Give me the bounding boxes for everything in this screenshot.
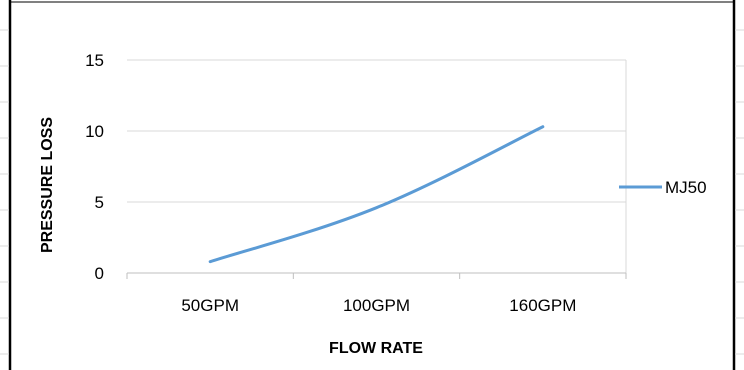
- x-tick-label: 50GPM: [181, 296, 239, 315]
- y-tick-labels: 0 5 10 15: [85, 51, 104, 283]
- x-tick-labels: 50GPM 100GPM 160GPM: [181, 296, 576, 315]
- gridlines: [127, 59, 627, 273]
- legend-label: MJ50: [665, 178, 707, 197]
- x-tick-label: 160GPM: [509, 296, 576, 315]
- y-tick-label: 0: [95, 264, 104, 283]
- axes: [126, 272, 627, 279]
- legend: MJ50: [619, 178, 707, 197]
- y-tick-label: 15: [85, 51, 104, 70]
- sheet-cell-lines: [0, 29, 744, 355]
- series-lines: [208, 125, 545, 264]
- y-axis-title: PRESSURE LOSS: [39, 117, 56, 253]
- x-tick-label: 100GPM: [343, 296, 410, 315]
- y-tick-label: 10: [85, 122, 104, 141]
- chart-frame: [8, 0, 736, 370]
- y-tick-label: 5: [95, 193, 104, 212]
- x-axis-title: FLOW RATE: [329, 340, 423, 357]
- series-line-mj50: [208, 125, 545, 264]
